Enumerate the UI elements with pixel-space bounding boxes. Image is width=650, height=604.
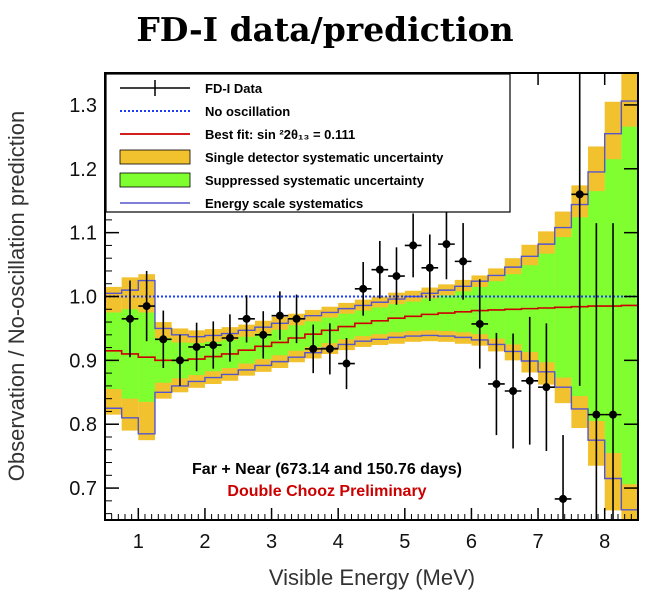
legend-swatch-band xyxy=(119,172,191,188)
annotation-preliminary: Double Chooz Preliminary xyxy=(227,483,426,500)
data-point xyxy=(509,387,518,396)
legend-label: FD-I Data xyxy=(205,81,263,96)
y-tick-label: 1.0 xyxy=(69,287,97,309)
legend-label: Single detector systematic uncertainty xyxy=(205,150,444,165)
data-point xyxy=(425,263,434,272)
x-tick-label: 2 xyxy=(199,531,210,553)
x-tick-label: 5 xyxy=(399,531,410,553)
data-point xyxy=(259,330,268,339)
data-point xyxy=(475,319,484,328)
data-point xyxy=(525,376,534,385)
data-point xyxy=(292,314,301,323)
y-tick-label: 0.7 xyxy=(69,478,97,500)
legend-label: Suppressed systematic uncertainty xyxy=(205,173,425,188)
data-point xyxy=(159,335,168,344)
data-point xyxy=(225,334,234,343)
y-tick-label: 1.1 xyxy=(69,223,97,245)
y-tick-label: 0.9 xyxy=(69,350,97,372)
x-tick-label: 1 xyxy=(133,531,144,553)
data-point xyxy=(192,342,201,351)
data-point xyxy=(392,272,401,281)
x-tick-label: 4 xyxy=(333,531,344,553)
x-tick-label: 6 xyxy=(466,531,477,553)
legend-box xyxy=(105,73,511,213)
data-point xyxy=(559,494,568,503)
data-point xyxy=(342,359,351,368)
data-point xyxy=(125,314,134,323)
data-point xyxy=(275,311,284,320)
legend-label: No oscillation xyxy=(205,104,290,119)
data-points xyxy=(121,73,622,520)
y-tick-label: 1.3 xyxy=(69,95,97,117)
data-point xyxy=(359,284,368,293)
data-point xyxy=(325,344,334,353)
data-point xyxy=(409,241,418,250)
data-point xyxy=(309,344,318,353)
data-point xyxy=(142,302,151,311)
legend-label: Best fit: sin ²2θ₁₃ = 0.111 xyxy=(205,127,355,142)
data-point xyxy=(242,314,251,323)
data-point xyxy=(542,383,551,392)
best-fit-line xyxy=(105,304,638,362)
x-axis-title: Visible Energy (MeV) xyxy=(269,565,475,590)
data-point xyxy=(175,356,184,365)
data-point xyxy=(575,190,584,199)
data-point xyxy=(375,265,384,274)
data-point xyxy=(442,240,451,249)
chart-title: FD-I data/prediction xyxy=(136,10,514,49)
y-axis-title: Observation / No-oscillation prediction xyxy=(4,111,29,482)
data-point xyxy=(459,257,468,266)
data-point xyxy=(609,410,618,419)
data-point xyxy=(492,379,501,388)
y-tick-label: 1.2 xyxy=(69,159,97,181)
x-tick-label: 7 xyxy=(533,531,544,553)
legend-label: Energy scale systematics xyxy=(205,196,363,211)
legend: FD-I Data No oscillation Best fit: sin ²2θ… xyxy=(105,73,511,213)
data-point xyxy=(209,341,218,350)
y-tick-label: 0.8 xyxy=(69,414,97,436)
annotation-exposure: Far + Near (673.14 and 150.76 days) xyxy=(192,461,462,478)
x-tick-label: 3 xyxy=(266,531,277,553)
data-point xyxy=(592,410,601,419)
legend-swatch-band xyxy=(119,149,191,165)
x-tick-label: 8 xyxy=(599,531,610,553)
